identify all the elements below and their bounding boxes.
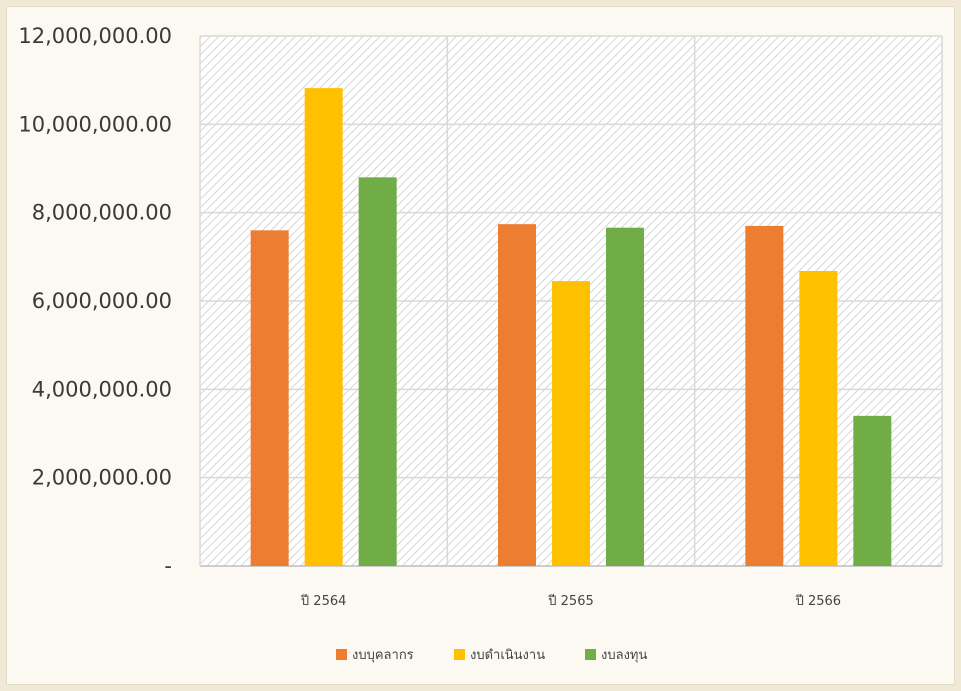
legend-swatch — [585, 649, 596, 660]
bar-3-3 — [853, 415, 892, 566]
x-axis-ticks: ปี 2564 ปี 2565 ปี 2566 — [300, 593, 841, 609]
bars — [250, 88, 892, 567]
bar-2-1 — [304, 88, 343, 566]
bar-3-2 — [606, 227, 644, 566]
bar-2-2 — [552, 281, 590, 566]
bar-2-3 — [799, 270, 838, 566]
y-tick-label: 10,000,000.00 — [18, 112, 172, 136]
x-tick-label: ปี 2565 — [547, 593, 593, 609]
y-tick-label: 4,000,000.00 — [32, 377, 172, 401]
x-tick-label: ปี 2564 — [300, 593, 346, 609]
bar-1-3 — [745, 225, 784, 566]
bar-1-2 — [498, 224, 536, 566]
x-tick-label: ปี 2566 — [795, 593, 841, 609]
legend-label: งบดำเนินงาน — [470, 648, 545, 663]
legend-swatch — [454, 649, 465, 660]
y-tick-label: 8,000,000.00 — [32, 201, 172, 225]
legend-label: งบลงทุน — [601, 648, 647, 663]
y-tick-label: 12,000,000.00 — [18, 24, 172, 48]
legend-label: งบบุคลากร — [352, 648, 414, 663]
y-tick-label: - — [164, 554, 172, 578]
y-tick-label: 6,000,000.00 — [32, 289, 172, 313]
y-tick-label: 2,000,000.00 — [32, 466, 172, 490]
bar-3-1 — [358, 177, 397, 567]
legend-swatch — [336, 649, 347, 660]
bar-1-1 — [250, 230, 289, 567]
y-axis-ticks: - 2,000,000.00 4,000,000.00 6,000,000.00 8,0… — [18, 24, 172, 578]
legend: งบบุคลากร งบดำเนินงาน งบลงทุน — [336, 648, 647, 663]
